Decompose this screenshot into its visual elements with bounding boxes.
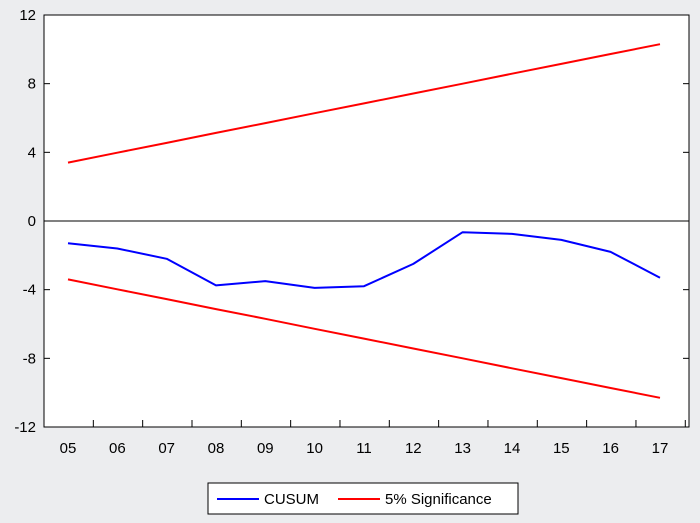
legend: CUSUM 5% Significance [207, 482, 519, 515]
series-line-cusum [67, 231, 661, 289]
x-tick-label: 17 [652, 440, 669, 457]
x-tick-label: 12 [405, 440, 422, 457]
x-tick-label: 07 [158, 440, 175, 457]
legend-label-significance: 5% Significance [385, 491, 492, 508]
y-tick-label: -12 [14, 419, 36, 436]
y-tick-label: 12 [19, 7, 36, 24]
y-tick-label: 4 [28, 144, 36, 161]
series-layer [67, 43, 661, 399]
x-tick-label: 10 [306, 440, 323, 457]
y-tick-label: 8 [28, 76, 36, 93]
x-tick-label: 05 [60, 440, 77, 457]
x-tick-label: 08 [208, 440, 225, 457]
x-tick-label: 11 [356, 440, 372, 457]
y-tick-label: -8 [23, 350, 36, 367]
x-tick-label: 09 [257, 440, 274, 457]
y-tick-label: 0 [28, 213, 36, 230]
legend-label-cusum: CUSUM [264, 491, 319, 508]
x-axis: 05 06 07 08 09 10 11 12 13 14 15 16 17 [43, 420, 686, 457]
y-tick-label: -4 [23, 282, 36, 299]
series-line-lower-significance [67, 278, 661, 399]
x-tick-label: 06 [109, 440, 126, 457]
series-line-upper-significance [67, 43, 661, 164]
x-tick-label: 14 [504, 440, 521, 457]
y-axis: -12 -8 -4 0 4 8 12 [14, 7, 689, 436]
x-tick-label: 13 [454, 440, 471, 457]
x-tick-label: 16 [602, 440, 619, 457]
x-tick-label: 15 [553, 440, 570, 457]
